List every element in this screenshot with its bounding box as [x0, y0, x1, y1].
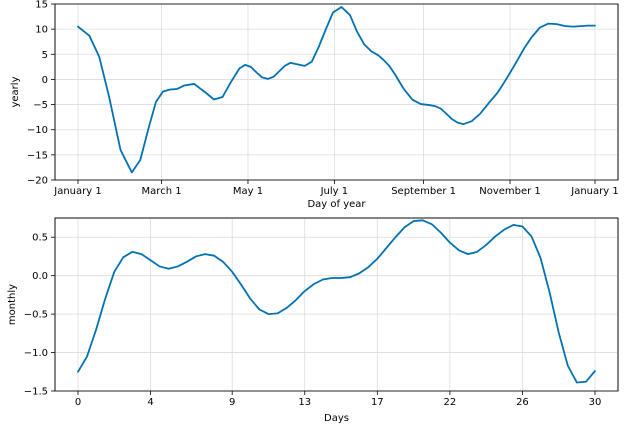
plot-area: [54, 217, 619, 392]
y-tick-label: −1.0: [24, 348, 48, 359]
y-tick-label: 0.5: [32, 233, 48, 244]
series-line: [77, 219, 596, 384]
yearly-panel: 15 10 5 0 −5 −10 −15 −20 January 1 March 1 May 1 Ju…: [10, 0, 619, 210]
y-tick-label: 0: [42, 75, 48, 86]
x-tick-label: 4: [147, 397, 153, 408]
x-tick-label: May 1: [233, 186, 263, 197]
x-tick-label: January 1: [570, 186, 618, 197]
x-tick-label: 13: [298, 397, 311, 408]
y-tick-label: 0.0: [32, 271, 48, 282]
x-tick-label: July 1: [320, 186, 349, 197]
x-tick-label: 30: [589, 397, 602, 408]
y-tick-label: 10: [35, 25, 48, 36]
y-tick-label: −1.5: [24, 387, 48, 398]
x-tick-label: 9: [229, 397, 235, 408]
y-tick-label: −20: [27, 176, 48, 187]
y-tick-label: −0.5: [24, 310, 48, 321]
y-tick-label: 15: [35, 0, 48, 11]
x-axis-label: Days: [324, 413, 349, 424]
y-tick-label: −10: [27, 125, 48, 136]
plot-area: [54, 3, 619, 181]
monthly-panel: 0.5 0.0 −0.5 −1.0 −1.5 0 4 9 13 17 22 26 30 Days month…: [7, 217, 619, 424]
x-axis-label: Day of year: [307, 199, 366, 210]
y-axis-label: monthly: [7, 284, 18, 325]
x-tick-label: November 1: [479, 186, 541, 197]
y-tick-label: −15: [27, 150, 48, 161]
x-tick-label: 22: [444, 397, 457, 408]
x-tick-label: 0: [75, 397, 81, 408]
x-tick-label: September 1: [391, 186, 456, 197]
y-axis-label: yearly: [10, 76, 21, 107]
x-tick-label: 26: [516, 397, 529, 408]
x-tick-label: March 1: [142, 186, 182, 197]
y-tick-label: 5: [42, 50, 48, 61]
x-tick-label: 17: [371, 397, 384, 408]
plot-frame: [54, 217, 619, 392]
series-line: [77, 6, 596, 174]
x-tick-label: January 1: [53, 186, 101, 197]
y-tick-label: −5: [33, 100, 48, 111]
plot-frame: [54, 3, 619, 181]
